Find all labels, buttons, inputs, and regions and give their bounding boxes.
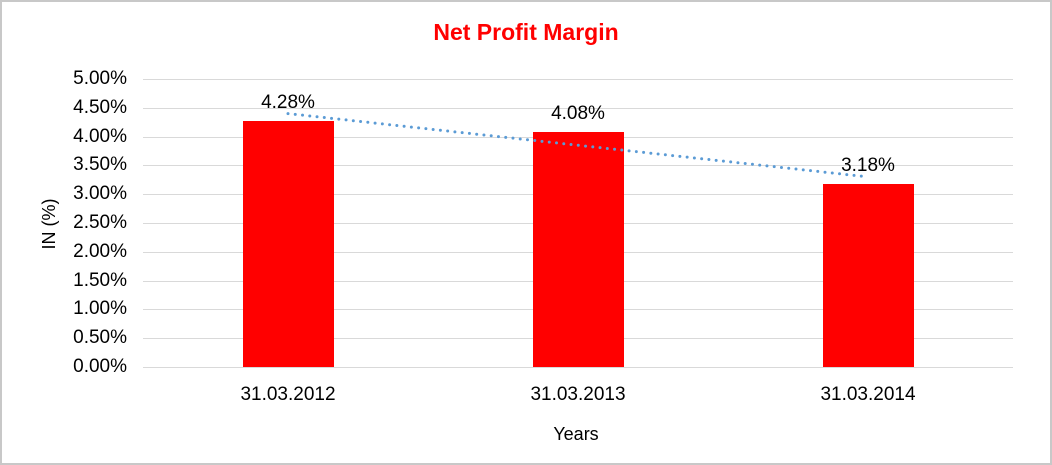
y-tick-label: 2.00% xyxy=(73,241,127,262)
y-tick-label: 5.00% xyxy=(73,68,127,89)
bar xyxy=(532,132,624,367)
gridline xyxy=(143,367,1013,368)
x-tick-label: 31.03.2014 xyxy=(820,384,916,405)
bar-data-label: 3.18% xyxy=(841,154,895,176)
y-axis-title: IN (%) xyxy=(39,198,59,250)
y-tick-label: 4.00% xyxy=(73,126,127,147)
bar-data-label: 4.08% xyxy=(551,103,605,124)
x-tick-label: 31.03.2013 xyxy=(530,384,626,405)
bar xyxy=(242,120,334,367)
y-tick-label: 3.50% xyxy=(73,154,127,175)
y-tick-label: 3.00% xyxy=(73,183,127,204)
bar-data-label: 4.28% xyxy=(261,91,315,113)
y-tick-label: 1.00% xyxy=(73,298,127,319)
y-tick-label: 0.00% xyxy=(73,356,127,377)
chart-title: Net Profit Margin xyxy=(433,19,619,45)
y-tick-label: 0.50% xyxy=(73,327,127,348)
gridline xyxy=(143,79,1013,80)
y-tick-label: 4.50% xyxy=(73,97,127,118)
x-axis-title: Years xyxy=(553,424,599,444)
x-tick-label: 31.03.2012 xyxy=(240,384,336,405)
y-tick-label: 1.50% xyxy=(73,270,127,291)
y-tick-label: 2.50% xyxy=(73,212,127,233)
bar xyxy=(822,183,914,367)
gridline xyxy=(143,108,1013,109)
